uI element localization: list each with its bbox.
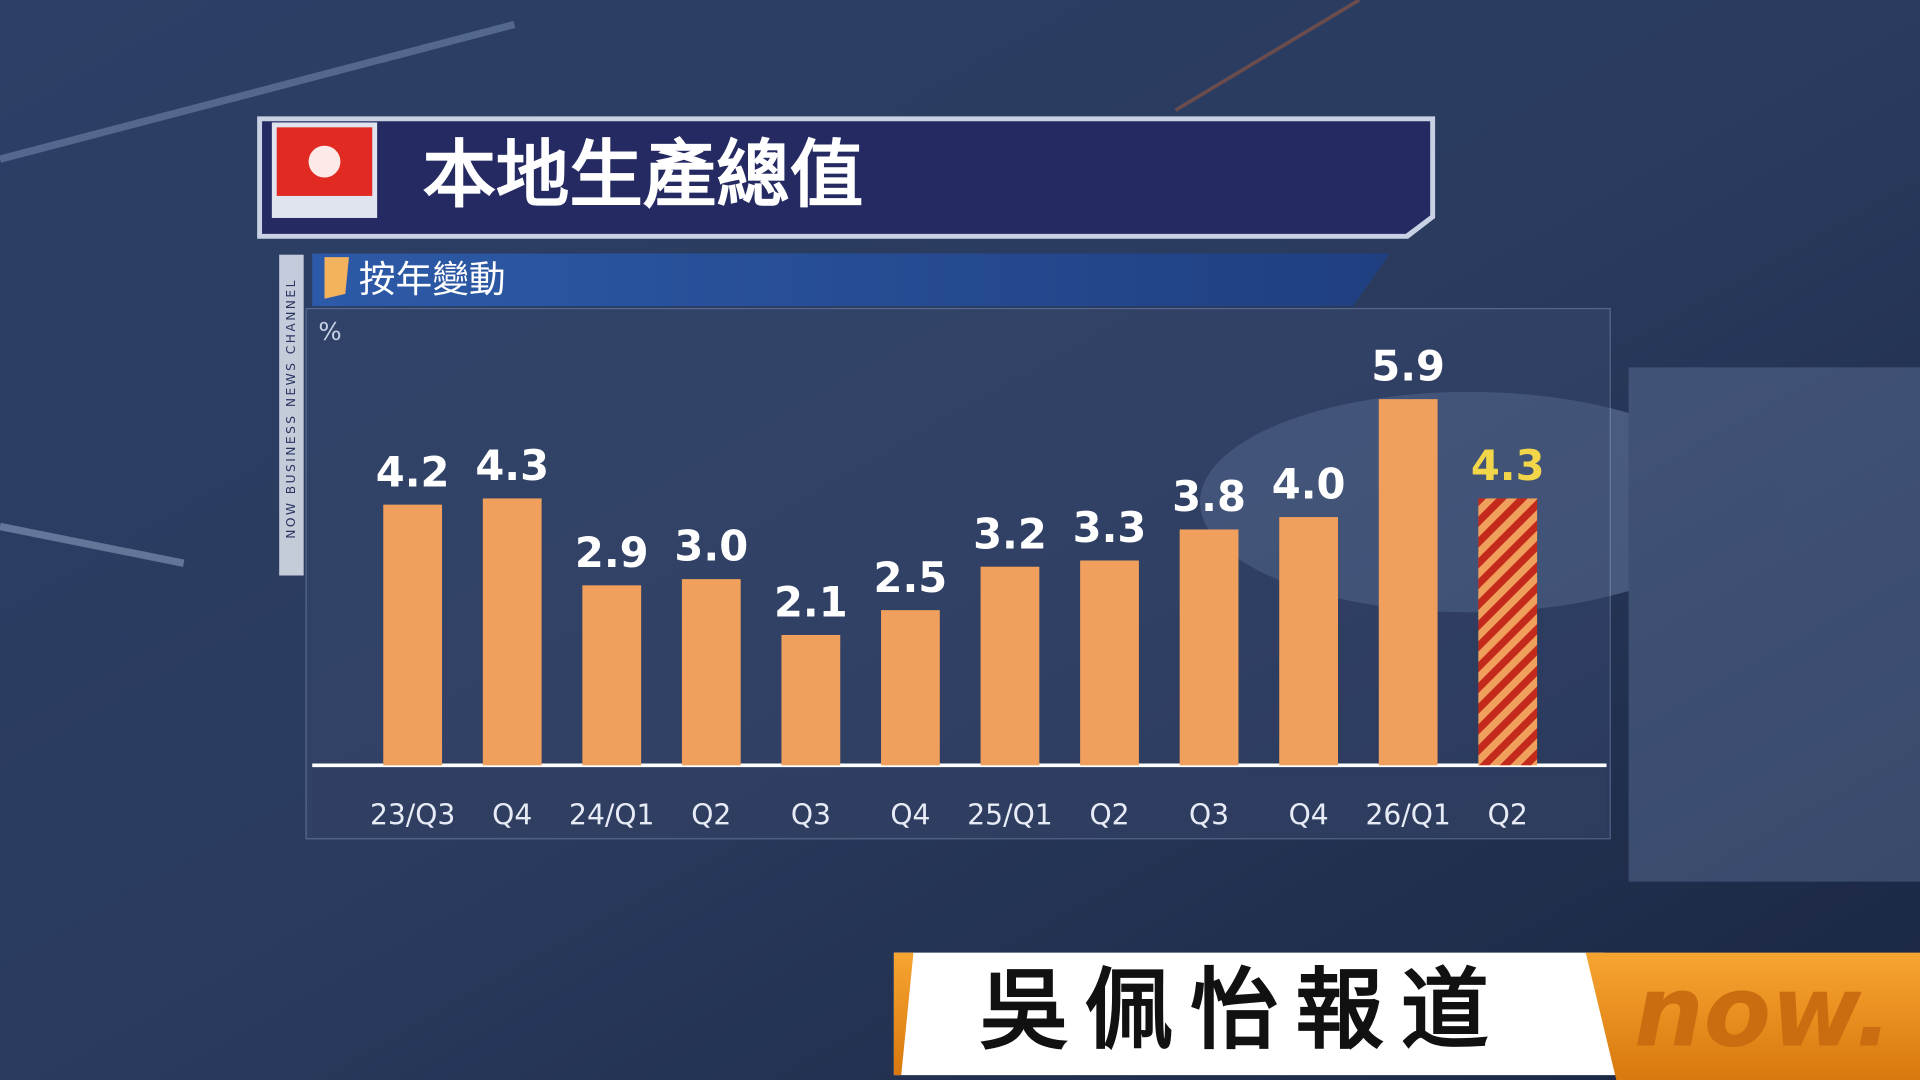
bar — [1179, 529, 1239, 766]
logo-box — [1585, 952, 1920, 1080]
value-label: 3.2 — [973, 509, 1047, 558]
x-tick-label: 26/Q1 — [1365, 799, 1450, 832]
category-strip — [312, 768, 1607, 837]
value-label: 5.9 — [1371, 342, 1445, 391]
x-tick-label: Q3 — [791, 799, 831, 832]
bar — [383, 504, 443, 766]
x-tick-label: Q2 — [1488, 799, 1528, 832]
value-label: 2.1 — [774, 578, 848, 627]
value-label: 2.9 — [575, 528, 649, 577]
bar — [881, 610, 940, 766]
bar — [681, 579, 741, 766]
bar — [781, 634, 841, 766]
value-label: 2.5 — [874, 553, 948, 602]
flag-emblem — [308, 145, 341, 178]
x-tick-label: Q4 — [1289, 799, 1329, 832]
value-label: 4.3 — [475, 441, 549, 490]
value-label: 3.0 — [674, 522, 748, 571]
x-tick-label: Q3 — [1189, 799, 1229, 832]
subtitle-marker — [324, 257, 349, 299]
bar — [1478, 498, 1538, 766]
channel-tag: NOW BUSINESS NEWS CHANNEL — [284, 278, 298, 539]
bar — [1378, 399, 1438, 766]
y-axis-label: % — [318, 317, 341, 346]
value-label: 4.3 — [1471, 441, 1545, 490]
x-tick-label: 24/Q1 — [569, 799, 654, 832]
chart-title: 本地生產總值 — [422, 133, 863, 218]
logo: now. — [1634, 956, 1892, 1070]
x-tick-label: 23/Q3 — [370, 799, 455, 832]
value-label: 3.8 — [1172, 472, 1246, 521]
value-label: 4.0 — [1272, 460, 1346, 509]
channel-strip — [279, 254, 304, 576]
title-banner — [262, 121, 1431, 234]
chart-subtitle: 按年變動 — [359, 258, 506, 301]
bar — [980, 566, 1040, 766]
caption-edge — [893, 952, 914, 1076]
caption-box — [893, 952, 1635, 1076]
bar — [582, 585, 642, 766]
bar — [1080, 560, 1139, 766]
x-tick-label: 25/Q1 — [967, 799, 1052, 832]
subtitle-bar — [312, 253, 1390, 307]
bar — [482, 498, 542, 766]
x-tick-label: Q2 — [691, 799, 731, 832]
x-tick-label: Q2 — [1089, 799, 1129, 832]
value-label: 3.3 — [1073, 503, 1147, 552]
x-tick-label: Q4 — [890, 799, 930, 832]
value-label: 4.2 — [376, 447, 450, 496]
reporter-caption: 吳佩怡報道 — [980, 959, 1507, 1062]
bar — [1279, 517, 1338, 766]
x-tick-label: Q4 — [492, 799, 532, 832]
